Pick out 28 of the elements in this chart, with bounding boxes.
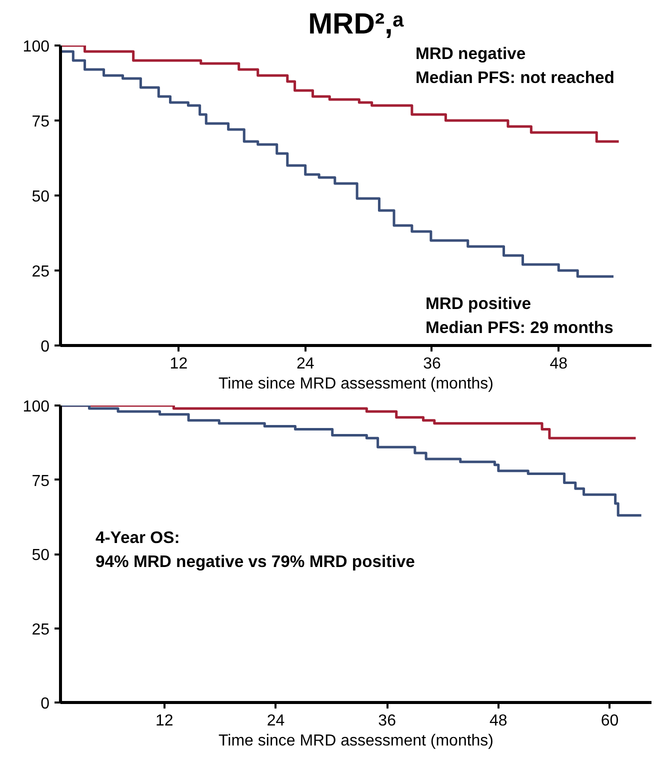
y-tick-label: 0 [40,696,50,712]
x-tick-label: 24 [266,712,285,730]
x-axis-title: Time since MRD assessment (months) [218,376,494,392]
annotation: MRD positive [426,294,532,313]
y-tick-label: 100 [22,38,50,56]
x-tick-label: 36 [378,712,396,730]
y-tick-label: 50 [32,188,50,206]
x-tick-label: 12 [170,356,188,372]
annotation: 4-Year OS: [96,528,180,547]
y-tick-label: 25 [32,621,50,638]
y-tick-label: 50 [32,547,50,564]
annotation: Median PFS: 29 months [426,318,614,337]
x-tick-label: 36 [423,356,441,372]
x-axis-title: Time since MRD assessment (months) [218,732,494,750]
y-tick-label: 25 [32,264,50,280]
y-tick-label: 0 [40,338,50,356]
y-tick-label: 75 [32,114,50,130]
annotation: MRD negative [416,44,526,63]
chart-title: MRD²,ᵃ [308,8,404,40]
x-tick-label: 48 [490,712,508,730]
annotation: Median PFS: not reached [416,68,614,87]
x-tick-label: 24 [296,356,314,372]
x-tick-label: 60 [600,712,619,730]
y-tick-label: 75 [32,472,50,490]
annotation: 94% MRD negative vs 79% MRD positive [96,552,415,571]
y-tick-label: 100 [22,398,50,416]
x-tick-label: 48 [550,356,568,372]
x-tick-label: 12 [156,712,174,730]
